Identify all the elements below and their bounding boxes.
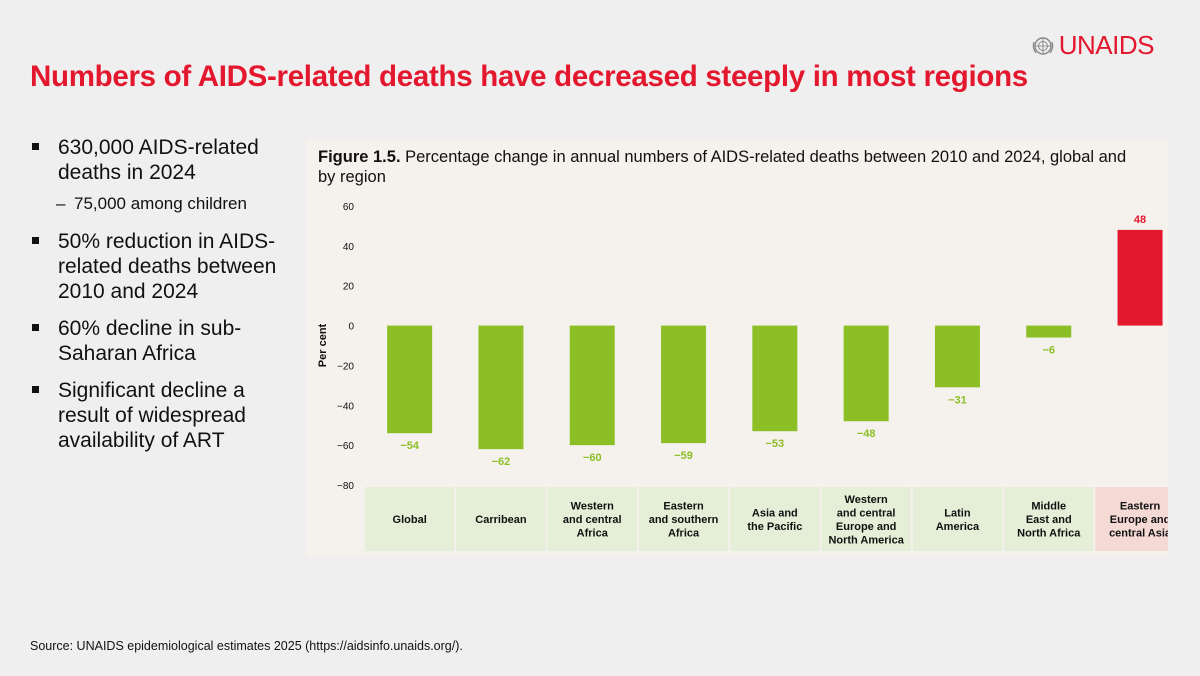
bar <box>1026 325 1072 338</box>
logo-text: UNAIDS <box>1058 30 1155 60</box>
value-label: −53 <box>766 438 785 450</box>
category-label-line: Western <box>845 494 888 506</box>
bar <box>569 325 615 446</box>
source-note: Source: UNAIDS epidemiological estimates… <box>30 639 463 653</box>
bullet-list: 630,000 AIDS-related deaths in 2024 –75,… <box>30 135 290 465</box>
category-label: Western and central Europe and North Americ… <box>828 494 904 547</box>
category-label: Latin America <box>936 507 980 533</box>
unaids-logo: UNAIDS <box>1031 30 1155 61</box>
bar <box>387 325 433 434</box>
category-label-line: Middle <box>1031 501 1066 513</box>
bar <box>661 325 707 444</box>
y-tick-label: 60 <box>343 202 355 213</box>
bullet-marker <box>32 324 39 331</box>
category-box <box>638 487 729 551</box>
category-label-line: North America <box>828 534 904 546</box>
sub-bullet-item: –75,000 among children <box>30 193 290 215</box>
bar <box>934 325 980 388</box>
value-label: −6 <box>1042 345 1055 357</box>
value-label: −59 <box>674 450 693 462</box>
bar-chart: Per cent 60 40 20 0 −20 −40 −60 −80 Global Carribe… <box>317 202 1168 551</box>
value-label: −60 <box>583 452 602 464</box>
category-box <box>821 487 911 551</box>
dash-marker: – <box>56 194 66 213</box>
category-label: Eastern Europe and central Asia <box>1109 501 1168 540</box>
value-label: 48 <box>1134 214 1146 226</box>
category-label-line: East and <box>1026 514 1072 526</box>
category-box <box>730 487 820 551</box>
bullet-text: 75,000 among children <box>74 194 247 213</box>
category-label: Western and central Africa <box>563 501 622 540</box>
category-label-line: North Africa <box>1017 528 1081 540</box>
bar <box>752 325 798 432</box>
figure-label: Figure 1.5. <box>318 148 401 166</box>
figure-caption-text: Percentage change in annual numbers of A… <box>318 148 1127 186</box>
bullet-item: 60% decline in sub-Saharan Africa <box>30 316 290 366</box>
y-tick-label: 20 <box>343 282 355 293</box>
category-label-line: Africa <box>668 528 700 540</box>
bullet-item: 630,000 AIDS-related deaths in 2024 <box>30 135 290 185</box>
bar <box>478 325 524 450</box>
category-box <box>912 487 1003 551</box>
figure-panel: Figure 1.5. Percentage change in annual … <box>306 139 1168 557</box>
bullet-text: Significant decline a result of widespre… <box>58 379 246 452</box>
figure-caption: Figure 1.5. Percentage change in annual … <box>318 147 1138 187</box>
category-box <box>365 487 455 551</box>
category-label-line: central Asia <box>1109 528 1168 540</box>
y-tick-label: −80 <box>337 481 354 492</box>
bullet-text: 60% decline in sub-Saharan Africa <box>58 317 242 365</box>
category-label-line: Western <box>571 501 614 513</box>
value-label: −54 <box>400 440 420 452</box>
category-label-line: and central <box>563 514 622 526</box>
y-tick-label: −60 <box>337 441 354 452</box>
category-label: Carribean <box>475 514 527 526</box>
category-label-line: Eastern <box>1120 501 1161 513</box>
value-label: −62 <box>492 456 511 468</box>
category-box <box>1004 487 1094 551</box>
category-label: Eastern and southern Africa <box>649 501 719 540</box>
value-label: −48 <box>857 428 876 440</box>
category-label-line: Europe and <box>1110 514 1168 526</box>
category-label-line: Europe and <box>836 521 897 533</box>
category-label-line: Latin <box>944 507 971 519</box>
category-box <box>547 487 637 551</box>
category-label-line: Africa <box>577 528 609 540</box>
page-title: Numbers of AIDS-related deaths have decr… <box>30 60 1028 93</box>
category-label-line: and southern <box>649 514 719 526</box>
y-tick-label: 0 <box>348 322 354 333</box>
category-box <box>1095 487 1168 551</box>
category-label-line: Asia and <box>752 507 798 519</box>
bullet-marker <box>32 237 39 244</box>
bullet-text: 50% reduction in AIDS-related deaths bet… <box>58 230 277 303</box>
bullet-marker <box>32 386 39 393</box>
category-box <box>456 487 546 551</box>
bullet-marker <box>32 143 39 150</box>
un-emblem-icon <box>1032 36 1054 55</box>
y-axis-label: Per cent <box>317 323 329 367</box>
bar <box>1117 229 1163 326</box>
category-label-line: the Pacific <box>747 521 802 533</box>
bar <box>843 325 889 422</box>
y-tick-label: 40 <box>343 242 355 253</box>
bullet-item: 50% reduction in AIDS-related deaths bet… <box>30 229 290 304</box>
value-label: −31 <box>948 394 967 406</box>
category-label-line: Eastern <box>663 501 704 513</box>
category-label-line: Global <box>393 514 427 526</box>
category-label: Middle East and North Africa <box>1017 501 1081 540</box>
category-label: Asia and the Pacific <box>747 507 802 533</box>
y-tick-label: −40 <box>337 401 354 412</box>
category-label-line: Carribean <box>475 514 527 526</box>
category-label-line: America <box>936 521 980 533</box>
y-tick-label: −20 <box>337 361 354 372</box>
bullet-item: Significant decline a result of widespre… <box>30 378 290 453</box>
category-label: Global <box>393 514 427 526</box>
bullet-text: 630,000 AIDS-related deaths in 2024 <box>58 136 259 184</box>
category-label-line: and central <box>837 507 896 519</box>
